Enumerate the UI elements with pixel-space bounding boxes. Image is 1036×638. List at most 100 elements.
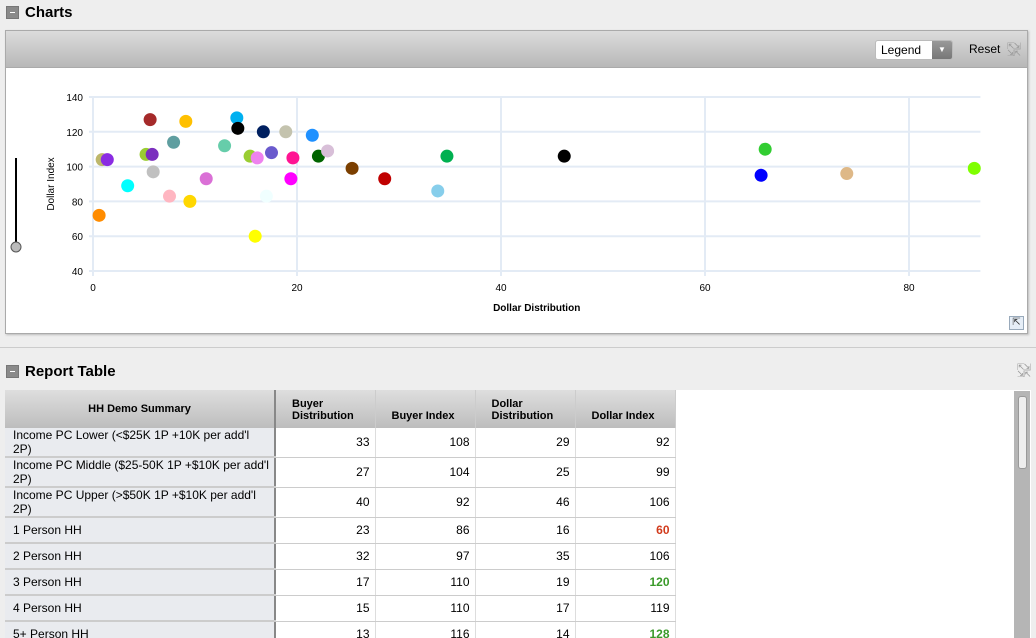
data-point[interactable] — [143, 113, 157, 127]
table-cell: 106 — [575, 543, 676, 570]
data-point[interactable] — [183, 194, 197, 208]
data-point[interactable] — [265, 146, 278, 160]
data-point[interactable] — [284, 172, 298, 186]
table-cell: 92 — [575, 428, 676, 458]
column-header[interactable]: Buyer Index — [375, 390, 476, 428]
table-cell: 40 — [275, 487, 376, 518]
column-header[interactable]: Dollar Index — [575, 390, 676, 428]
row-label: 1 Person HH — [5, 517, 276, 544]
table-cell: 46 — [475, 487, 576, 518]
chevron-down-icon: ▼ — [932, 41, 952, 59]
charts-section-header: Charts — [6, 4, 73, 21]
table-cell: 120 — [575, 569, 676, 596]
data-point[interactable] — [345, 161, 359, 175]
row-label: Income PC Lower (<$25K 1P +10K per add'l… — [5, 428, 276, 458]
vertical-scrollbar[interactable] — [1014, 391, 1030, 638]
report-table-container: HH Demo Summary Buyer Distribution Buyer I… — [5, 390, 1031, 638]
table-cell: 110 — [375, 595, 476, 622]
y-tick-label: 40 — [72, 267, 84, 278]
scrollbar-thumb[interactable] — [1018, 396, 1027, 469]
table-cell: 108 — [375, 428, 476, 458]
data-point[interactable] — [305, 128, 319, 142]
row-label: Income PC Middle ($25-50K 1P +$10K per a… — [5, 457, 276, 488]
column-header[interactable]: Dollar Distribution — [475, 390, 576, 428]
data-point[interactable] — [754, 168, 768, 182]
data-point[interactable] — [557, 149, 571, 163]
row-label: 4 Person HH — [5, 595, 276, 622]
table-row: 5+ Person HH 13 116 14 128 — [5, 621, 676, 638]
data-point[interactable] — [279, 125, 293, 139]
table-cell: 16 — [475, 517, 576, 544]
collapse-report-button[interactable] — [6, 365, 19, 378]
report-title: Report Table — [25, 363, 116, 380]
data-point[interactable] — [256, 125, 270, 139]
table-cell: 116 — [375, 621, 476, 638]
table-cell: 97 — [375, 543, 476, 570]
table-cell: 32 — [275, 543, 376, 570]
data-point[interactable] — [840, 167, 854, 181]
y-tick-label: 120 — [66, 128, 83, 139]
row-label: 3 Person HH — [5, 569, 276, 596]
y-axis-title: Dollar Index — [46, 157, 57, 210]
table-row: 4 Person HH 15 110 17 119 — [5, 595, 676, 622]
row-label: 2 Person HH — [5, 543, 276, 570]
column-header[interactable]: Buyer Distribution — [275, 390, 376, 428]
table-cell: 60 — [575, 517, 676, 544]
x-axis-title: Dollar Distribution — [493, 303, 580, 314]
row-label: Income PC Upper (>$50K 1P +$10K per add'… — [5, 487, 276, 518]
report-section-header: Report Table — [6, 363, 116, 380]
charts-title: Charts — [25, 4, 73, 21]
table-cell: 17 — [475, 595, 576, 622]
table-row: Income PC Upper (>$50K 1P +$10K per add'… — [5, 487, 676, 518]
data-point[interactable] — [758, 142, 772, 156]
x-tick-label: 40 — [495, 283, 507, 294]
y-tick-label: 80 — [72, 197, 84, 208]
table-cell: 27 — [275, 457, 376, 488]
table-cell: 15 — [275, 595, 376, 622]
data-point[interactable] — [321, 144, 335, 158]
table-cell: 92 — [375, 487, 476, 518]
expand-icon[interactable]: ⇱⇲ ⇲⇱ — [1007, 41, 1021, 58]
table-cell: 13 — [275, 621, 376, 638]
table-cell: 35 — [475, 543, 576, 570]
data-point[interactable] — [286, 151, 300, 165]
data-point[interactable] — [163, 189, 176, 203]
data-point[interactable] — [92, 208, 106, 222]
data-point[interactable] — [250, 151, 264, 165]
data-point[interactable] — [146, 165, 160, 179]
y-tick-label: 100 — [66, 163, 83, 174]
reset-button[interactable]: Reset — [969, 42, 1001, 56]
data-point[interactable] — [230, 111, 244, 125]
data-point[interactable] — [100, 153, 114, 167]
legend-dropdown[interactable]: Legend ▼ — [875, 40, 953, 60]
table-row: 2 Person HH 32 97 35 106 — [5, 543, 676, 570]
data-point[interactable] — [440, 149, 454, 163]
table-cell: 86 — [375, 517, 476, 544]
table-cell: 128 — [575, 621, 676, 638]
expand-icon[interactable]: ⇱⇲ ⇲⇱ — [1017, 362, 1031, 379]
data-point[interactable] — [218, 139, 232, 153]
table-cell: 19 — [475, 569, 576, 596]
table-cell: 106 — [575, 487, 676, 518]
data-point[interactable] — [378, 172, 392, 186]
data-point[interactable] — [167, 135, 181, 149]
section-divider — [0, 347, 1036, 348]
zoom-slider-handle[interactable] — [10, 241, 22, 253]
chart-toolbar: Legend ▼ Reset ⇱⇲ ⇲⇱ — [6, 31, 1027, 68]
column-header[interactable]: HH Demo Summary — [5, 390, 276, 428]
data-point[interactable] — [145, 147, 159, 161]
table-cell: 104 — [375, 457, 476, 488]
data-point[interactable] — [231, 121, 245, 135]
data-point[interactable] — [179, 114, 193, 128]
data-point[interactable] — [199, 172, 213, 186]
collapse-charts-button[interactable] — [6, 6, 19, 19]
table-row: 3 Person HH 17 110 19 120 — [5, 569, 676, 596]
row-label: 5+ Person HH — [5, 621, 276, 638]
data-point[interactable] — [248, 229, 262, 243]
data-point[interactable] — [967, 161, 981, 175]
table-row: Income PC Lower (<$25K 1P +10K per add'l… — [5, 428, 676, 458]
data-point[interactable] — [121, 179, 135, 193]
data-point[interactable] — [431, 184, 445, 198]
restore-arrow-button[interactable]: ⇱ — [1009, 316, 1024, 330]
data-point[interactable] — [259, 189, 273, 203]
